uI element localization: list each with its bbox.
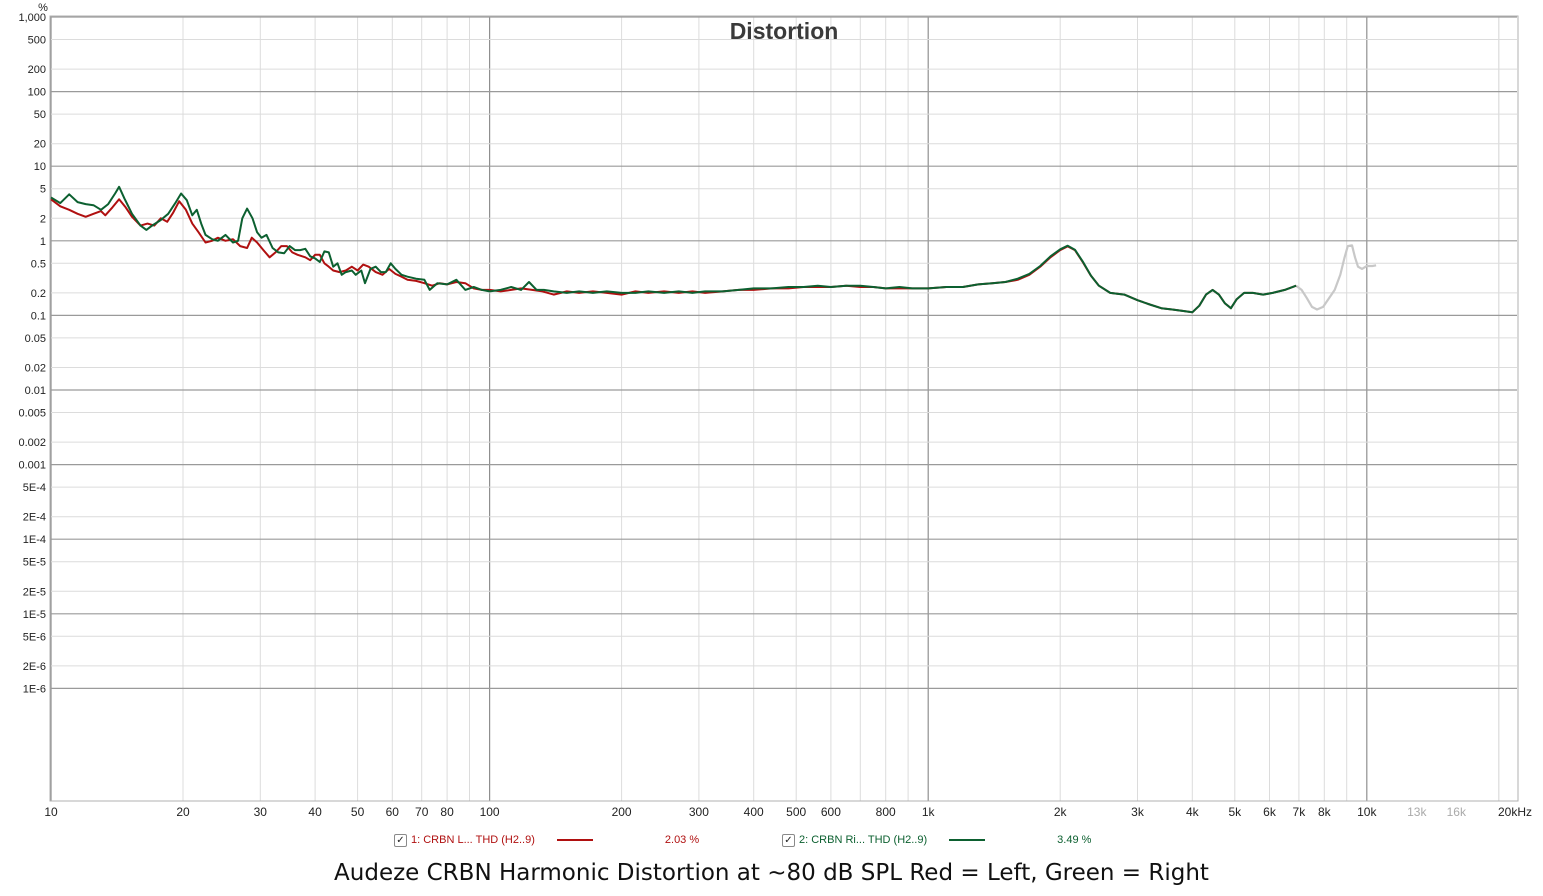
y-tick-label: 0.5: [31, 258, 46, 270]
y-tick-label: 100: [28, 87, 46, 99]
series-line-right: [50, 185, 1297, 314]
y-tick-label: 1E-4: [23, 534, 46, 546]
x-tick-label: 200: [612, 805, 632, 819]
plot-frame: [49, 15, 1519, 802]
legend-value-left: 2.03 %: [664, 834, 700, 846]
y-tick-label: 20: [34, 139, 46, 151]
y-tick-label: 500: [28, 35, 46, 47]
y-tick-label: 0.01: [25, 385, 46, 397]
x-tick-label: 13k: [1407, 805, 1427, 819]
x-tick-label: 8k: [1318, 805, 1332, 819]
x-tick-label: 3k: [1131, 805, 1145, 819]
y-tick-label: 5E-5: [23, 557, 46, 569]
figure-caption: Audeze CRBN Harmonic Distortion at ~80 d…: [334, 860, 1209, 886]
y-tick-label: 2E-4: [23, 512, 46, 524]
x-tick-label: 800: [876, 805, 896, 819]
legend-checkbox-left[interactable]: ✓: [394, 833, 407, 847]
y-tick-label: 2: [40, 213, 46, 225]
x-tick-label: 2k: [1054, 805, 1068, 819]
legend-swatch-right: [949, 839, 986, 841]
x-tick-label: 400: [744, 805, 764, 819]
y-tick-label: 1: [40, 236, 46, 248]
y-tick-label: 0.005: [18, 408, 46, 420]
x-unit-label: 20kHz: [1498, 805, 1532, 819]
legend-item-left[interactable]: ✓ 1: CRBN L... THD (H2..9) 2.03 %: [394, 831, 699, 849]
x-tick-label: 70: [415, 805, 429, 819]
y-tick-label: 1E-5: [23, 609, 46, 621]
legend-swatch-left: [556, 839, 593, 841]
legend-checkbox-right[interactable]: ✓: [782, 833, 795, 847]
legend-name-left: 1: CRBN L... THD (H2..9): [411, 834, 535, 846]
y-tick-label: 2E-6: [23, 661, 46, 673]
x-tick-label: 10k: [1357, 805, 1377, 819]
y-tick-label: 0.05: [25, 333, 46, 345]
y-tick-label: 5E-6: [23, 631, 46, 643]
x-tick-label: 20: [176, 805, 190, 819]
grid: [50, 16, 1517, 801]
chart-title: Distortion: [730, 18, 839, 44]
y-tick-label: 200: [28, 64, 46, 76]
x-tick-label: 600: [821, 805, 841, 819]
faded-trace: [1295, 244, 1377, 311]
x-tick-label: 1k: [922, 805, 936, 819]
y-tick-label: 0.002: [18, 437, 46, 449]
x-tick-label: 10: [44, 805, 58, 819]
y-tick-label: 10: [34, 161, 46, 173]
y-tick-label: 0.1: [31, 310, 46, 322]
x-tick-label: 80: [440, 805, 454, 819]
y-tick-label: 0.2: [31, 288, 46, 300]
series-line-left: [50, 198, 1297, 314]
x-tick-label: 50: [351, 805, 365, 819]
x-tick-labels: 10 20 30 40 50 60 70 80 100 200 300 400 500 600 800 1k 2…: [44, 805, 1467, 819]
x-tick-label: 500: [786, 805, 806, 819]
y-unit-label: %: [38, 2, 48, 14]
y-tick-label: 2E-5: [23, 586, 46, 598]
y-tick-label: 0.001: [18, 460, 46, 472]
legend-value-right: 3.49 %: [1057, 834, 1092, 846]
legend-name-right: 2: CRBN Ri... THD (H2..9): [799, 834, 928, 846]
x-tick-label: 40: [308, 805, 322, 819]
x-tick-label: 300: [689, 805, 709, 819]
y-tick-label: 5: [40, 184, 46, 196]
x-tick-label: 30: [254, 805, 268, 819]
y-tick-label: 50: [34, 109, 46, 121]
x-tick-label: 7k: [1293, 805, 1307, 819]
y-tick-label: 0.02: [25, 363, 46, 375]
legend-item-right[interactable]: ✓ 2: CRBN Ri... THD (H2..9) 3.49 %: [782, 831, 1091, 849]
x-tick-label: 4k: [1186, 805, 1200, 819]
x-tick-label: 100: [480, 805, 500, 819]
y-tick-labels: 1,000 500 200 100 50 20 10 5 2 1 0.5 0.2 0.1 0.05 0.02…: [18, 12, 46, 695]
x-tick-label: 5k: [1228, 805, 1242, 819]
x-tick-label: 60: [386, 805, 400, 819]
x-tick-label: 16k: [1447, 805, 1467, 819]
y-tick-label: 1E-6: [23, 683, 46, 695]
y-tick-label: 5E-4: [23, 482, 46, 494]
x-tick-label: 6k: [1263, 805, 1277, 819]
y-tick-label: 1,000: [18, 12, 46, 24]
traces: [50, 185, 1377, 314]
